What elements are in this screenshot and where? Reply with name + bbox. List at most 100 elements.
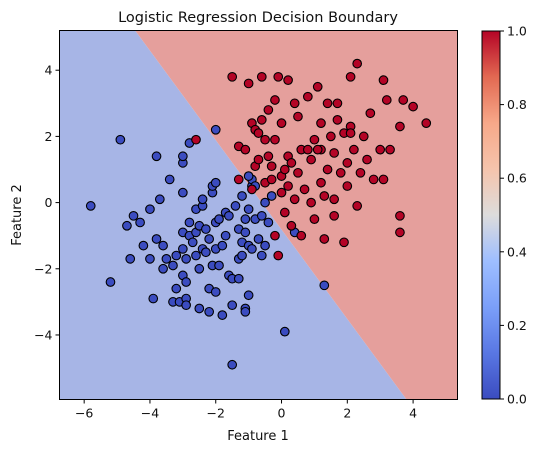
data-point-class-0 [266, 191, 277, 201]
y-tick-label: 0 [45, 195, 53, 210]
data-point-class-1 [302, 91, 313, 102]
colorbar-tick-label: 1.0 [507, 24, 527, 39]
data-point-class-1 [270, 134, 280, 145]
data-point-class-1 [286, 158, 297, 168]
data-point-class-1 [398, 95, 409, 105]
scatter-points [85, 58, 432, 370]
data-point-class-0 [128, 210, 139, 221]
data-point-class-1 [302, 144, 313, 155]
data-point-class-1 [286, 220, 297, 231]
data-point-class-1 [289, 194, 300, 205]
data-point-class-1 [395, 121, 405, 132]
x-tick-label: 0 [278, 406, 286, 421]
data-point-class-1 [322, 98, 333, 109]
data-point-class-1 [263, 151, 274, 162]
data-point-class-1 [263, 105, 274, 115]
data-point-class-0 [201, 224, 211, 234]
data-point-class-1 [256, 114, 267, 125]
data-point-class-0 [240, 214, 251, 224]
data-point-class-1 [270, 95, 280, 105]
data-point-class-0 [260, 240, 270, 251]
data-point-class-1 [191, 134, 201, 145]
data-point-class-1 [395, 227, 405, 238]
y-axis-label: Feature 2 [10, 184, 25, 246]
data-point-class-0 [122, 220, 132, 231]
data-point-class-1 [339, 237, 349, 248]
data-point-class-1 [253, 154, 264, 165]
data-point-class-0 [135, 217, 145, 228]
data-point-class-1 [289, 98, 300, 109]
x-tick-label: −2 [207, 406, 225, 421]
data-point-class-0 [178, 244, 188, 254]
x-tick-label: −6 [75, 406, 93, 421]
data-point-class-1 [319, 234, 330, 244]
data-point-class-1 [247, 184, 257, 195]
data-point-class-0 [201, 247, 211, 258]
data-point-class-0 [204, 306, 215, 317]
data-point-class-1 [296, 230, 307, 241]
data-point-class-0 [233, 273, 244, 284]
data-point-class-1 [273, 71, 284, 82]
data-point-class-0 [263, 217, 274, 228]
data-point-class-1 [309, 214, 320, 224]
data-point-class-1 [332, 114, 343, 125]
data-point-class-1 [378, 75, 389, 85]
data-point-class-0 [230, 201, 241, 211]
data-point-class-0 [224, 210, 234, 221]
data-point-class-0 [243, 204, 254, 215]
data-point-class-1 [270, 230, 280, 241]
y-tick-label: −4 [34, 327, 52, 342]
data-point-class-0 [145, 254, 155, 264]
y-tick-label: 4 [45, 63, 53, 78]
data-point-class-0 [214, 260, 224, 271]
data-point-class-1 [227, 71, 238, 82]
x-tick-label: 4 [409, 406, 417, 421]
data-point-class-0 [181, 254, 191, 264]
data-point-class-0 [184, 217, 195, 228]
data-point-class-1 [421, 118, 432, 129]
data-point-class-0 [158, 240, 168, 251]
data-point-class-0 [256, 250, 267, 261]
data-point-class-1 [385, 144, 395, 155]
data-point-class-1 [355, 167, 366, 178]
data-point-class-0 [194, 303, 205, 314]
data-point-class-1 [253, 128, 264, 138]
data-point-class-1 [352, 58, 363, 69]
data-point-class-1 [332, 98, 343, 109]
data-point-class-1 [283, 75, 293, 85]
data-point-class-0 [256, 210, 267, 221]
data-point-class-0 [138, 240, 149, 251]
region-class-1 [135, 30, 458, 400]
data-point-class-0 [105, 277, 116, 287]
x-axis-label: Feature 1 [227, 429, 289, 444]
data-point-class-0 [164, 174, 175, 185]
data-point-class-0 [319, 280, 330, 291]
data-point-class-0 [187, 237, 198, 248]
data-point-class-0 [210, 124, 221, 135]
data-point-class-0 [220, 230, 231, 241]
data-point-class-1 [312, 81, 323, 92]
data-point-class-1 [319, 191, 330, 201]
data-point-class-0 [181, 277, 191, 287]
colorbar-tick-label: 0.4 [507, 244, 527, 259]
data-point-class-0 [240, 306, 251, 317]
colorbar: 0.0 0.2 0.4 0.6 0.8 1.0 [481, 24, 527, 407]
data-point-class-0 [178, 187, 188, 198]
data-point-class-0 [227, 300, 238, 311]
colorbar-tick-label: 0.2 [507, 318, 527, 333]
data-point-class-0 [227, 359, 238, 370]
data-point-class-1 [326, 131, 336, 142]
data-point-class-0 [191, 250, 201, 261]
data-point-class-0 [214, 214, 224, 224]
x-axis-ticks: −6 −4 −2 0 2 4 [75, 399, 417, 421]
data-point-class-1 [266, 174, 277, 185]
data-point-class-0 [204, 234, 215, 244]
data-point-class-1 [342, 158, 353, 168]
data-point-class-1 [316, 118, 326, 129]
data-point-class-1 [306, 197, 316, 208]
colorbar-tick-label: 0.0 [507, 392, 527, 407]
data-point-class-1 [256, 71, 267, 82]
data-point-class-1 [362, 154, 372, 165]
data-point-class-0 [171, 250, 182, 261]
data-point-class-0 [161, 254, 172, 264]
